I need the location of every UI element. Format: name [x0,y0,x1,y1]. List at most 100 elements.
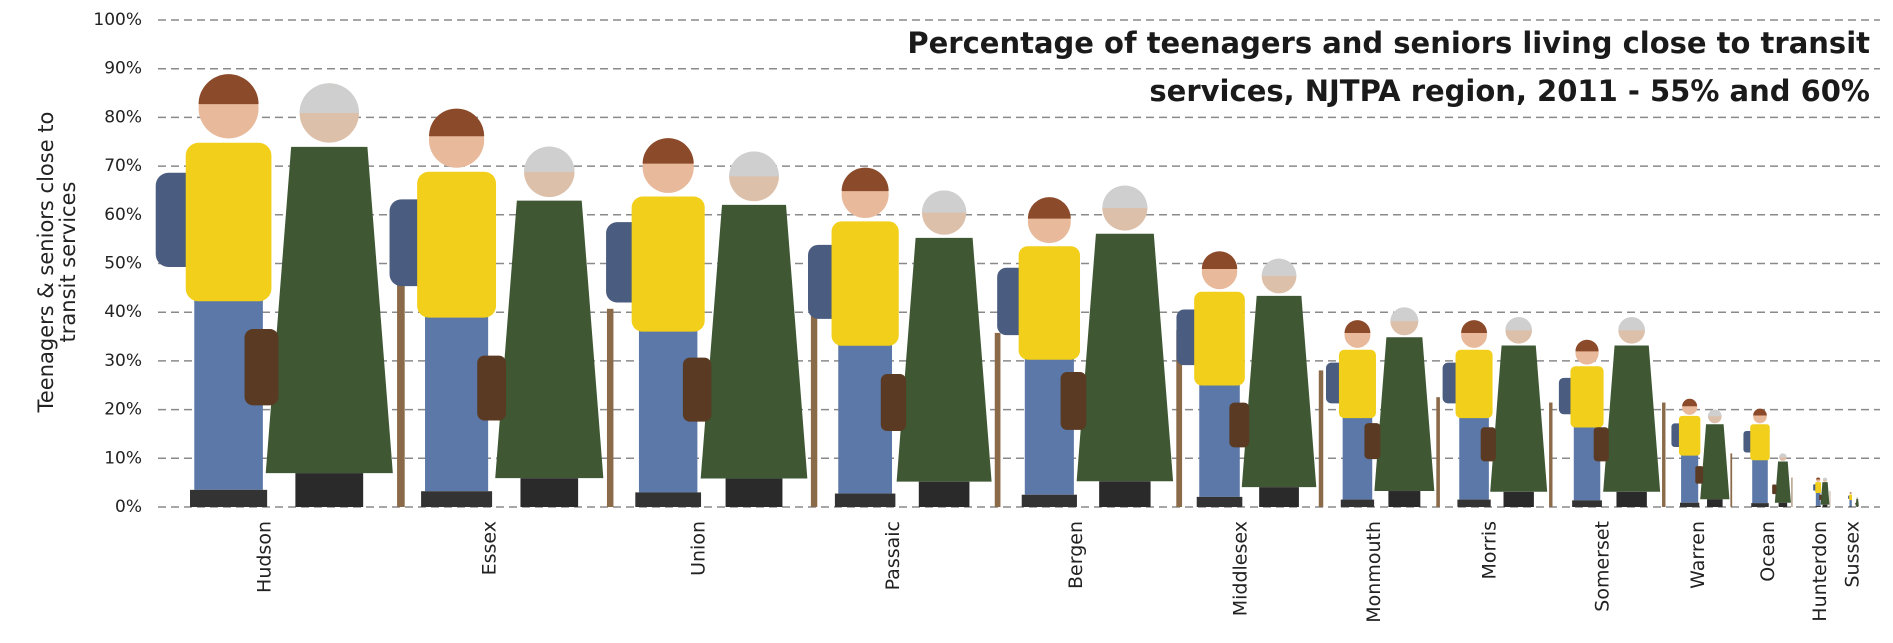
torso [631,196,705,332]
y-tick-label: 50% [104,254,142,274]
x-tick-label: Essex [479,521,501,575]
y-tick-label: 0% [115,497,142,517]
senior-figure [1480,317,1553,507]
teen-figure [1442,320,1493,507]
bag [880,374,907,432]
cane [606,308,614,507]
torso [1338,349,1376,419]
dress [265,146,393,474]
bag [1364,423,1381,460]
hair [1505,317,1532,331]
senior-figure [1695,409,1733,507]
teen-figure [1176,251,1245,507]
teen-figure [1671,398,1701,507]
y-tick-label: 100% [93,10,142,30]
cane [1318,370,1324,507]
cane [1176,330,1183,507]
hair [841,167,889,192]
feet [1196,496,1243,507]
bag [477,355,507,421]
feet [1503,491,1534,507]
torso [417,171,497,318]
teen-figure [1558,339,1604,507]
senior-figure [1593,317,1666,507]
bag [1695,466,1704,484]
feet [1679,502,1700,507]
teen-figure [155,74,272,507]
feet [421,491,493,507]
feet [1572,500,1602,507]
x-tick-label: Sussex [1842,521,1864,588]
torso [185,142,272,302]
cane [1730,453,1733,507]
feet [1815,505,1821,507]
legs [1681,453,1699,503]
y-tick-label: 90% [104,59,142,79]
feet [1822,504,1828,507]
hair [1779,453,1787,458]
x-tick-label: Bergen [1065,521,1087,589]
y-tick-label: 30% [104,351,142,371]
x-tick-label: Hunterdon [1809,521,1831,622]
teen-figure [997,197,1081,507]
torso [1018,246,1081,360]
torso [831,221,899,346]
hair [1816,477,1821,480]
dress [1490,345,1548,492]
legs [1849,499,1852,507]
y-tick-label: 20% [104,400,142,420]
hair [1708,409,1722,417]
feet [1751,503,1769,507]
cane [397,273,405,507]
y-tick-label: 40% [104,302,142,322]
x-tick-label: Union [688,521,710,576]
hair [1102,185,1148,209]
chart-title: Percentage of teenagers and seniors livi… [907,26,1870,108]
teen-figure [1848,492,1853,507]
hair [1856,497,1858,498]
feet [1388,491,1421,507]
teen-figure [808,167,899,507]
hair [524,146,575,172]
bag [1855,502,1857,505]
bag [1229,402,1250,448]
x-tick-label: Monmouth [1363,521,1385,623]
senior-figure [1772,453,1793,507]
hair [1201,251,1238,269]
feet [725,478,783,507]
teen-figure [1325,320,1376,507]
dress [1241,295,1317,488]
feet [295,473,364,507]
teen-figure [1743,408,1770,507]
cane [1829,490,1831,507]
x-tick-label: Middlesex [1230,521,1252,616]
hair [1575,339,1599,352]
feet [1259,487,1299,507]
dress [1374,337,1435,492]
feet [1021,494,1077,507]
hair [1344,320,1371,334]
dress [1820,482,1830,505]
x-tick-label: Ocean [1757,521,1779,582]
hair [1753,408,1767,416]
senior-figure [1855,497,1859,507]
bag [244,329,279,406]
hair [1390,307,1419,322]
hair [1261,258,1297,277]
hair [729,151,779,177]
senior-figure [1060,185,1183,507]
x-tick-label: Morris [1479,521,1501,579]
cane [1662,402,1666,507]
feet [1856,506,1858,507]
feet [918,481,970,507]
hair [299,83,359,113]
teen-figure [1813,477,1822,507]
y-tick-label: 80% [104,107,142,127]
hair [921,190,967,213]
y-tick-label: 60% [104,205,142,225]
hair [428,108,485,137]
y-axis-title: Teenagers & seniors close totransit serv… [34,112,80,414]
feet [1457,499,1491,507]
bag [1593,427,1609,462]
